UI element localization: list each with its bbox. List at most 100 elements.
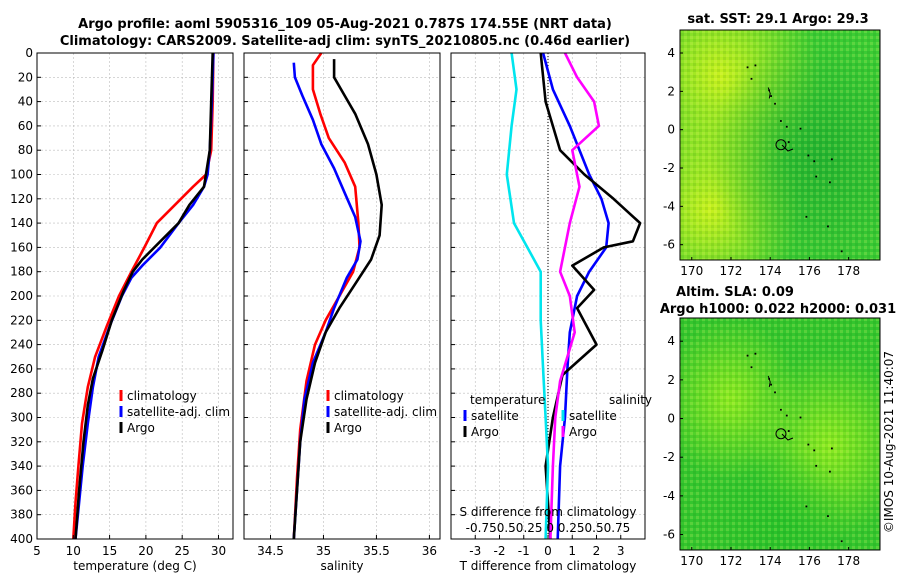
salinity-legend-label: satellite-adj. clim bbox=[334, 405, 437, 419]
temperature-xtick-label: 5 bbox=[33, 544, 41, 558]
map-xtick-label: 170 bbox=[680, 264, 703, 278]
difference-xtick-label: -3 bbox=[469, 544, 481, 558]
map-ytick-label: -2 bbox=[663, 161, 675, 175]
depth-tick-label: 240 bbox=[10, 338, 33, 352]
island-marker bbox=[787, 141, 790, 143]
island-marker bbox=[799, 416, 802, 419]
argo-location-marker bbox=[775, 139, 787, 151]
island-marker bbox=[746, 66, 749, 69]
depth-tick-label: 120 bbox=[10, 192, 33, 206]
map-xtick-label: 178 bbox=[837, 264, 860, 278]
map-frame bbox=[679, 29, 881, 261]
temperature-series-argo bbox=[74, 52, 214, 540]
salinity-legend-label: Argo bbox=[334, 421, 362, 435]
difference-xtick-label: 3 bbox=[617, 544, 625, 558]
island-marker bbox=[746, 354, 749, 357]
map-xtick-label: 172 bbox=[720, 264, 743, 278]
depth-tick-label: 40 bbox=[18, 95, 33, 109]
depth-tick-label: 200 bbox=[10, 289, 33, 303]
depth-tick-label: 320 bbox=[10, 435, 33, 449]
island-marker bbox=[805, 505, 808, 508]
map-xtick-label: 174 bbox=[759, 554, 782, 568]
depth-tick-label: 20 bbox=[18, 70, 33, 84]
map-ytick-label: -4 bbox=[663, 199, 675, 213]
map-xtick-label: 176 bbox=[798, 554, 821, 568]
difference-xtick-label: 0 bbox=[544, 544, 552, 558]
island-marker bbox=[799, 127, 802, 130]
map-ytick-label: 0 bbox=[667, 412, 675, 426]
map-frame bbox=[679, 317, 881, 551]
depth-tick-label: 100 bbox=[10, 168, 33, 182]
map-xtick-label: 170 bbox=[680, 554, 703, 568]
island-marker bbox=[807, 154, 810, 157]
depth-tick-label: 280 bbox=[10, 386, 33, 400]
island-marker bbox=[770, 383, 772, 386]
island-chain bbox=[767, 87, 771, 99]
depth-tick-label: 60 bbox=[18, 119, 33, 133]
island-marker bbox=[785, 414, 788, 417]
difference-xtick-label: 1 bbox=[568, 544, 576, 558]
map-xtick-label: 172 bbox=[720, 554, 743, 568]
island-marker bbox=[827, 225, 829, 228]
map-ytick-label: 4 bbox=[667, 334, 675, 348]
island-marker bbox=[785, 125, 788, 128]
temperature-series-satellite-adj-clim bbox=[74, 52, 215, 540]
island-marker bbox=[840, 540, 843, 543]
map-ytick-label: 4 bbox=[667, 46, 675, 60]
temperature-legend-label: satellite-adj. clim bbox=[127, 405, 230, 419]
depth-tick-label: 260 bbox=[10, 362, 33, 376]
salinity-series-satellite-adj-clim bbox=[292, 62, 362, 540]
difference-xtick-label: -2 bbox=[494, 544, 506, 558]
island-marker bbox=[829, 181, 831, 184]
difference-legend-label: Argo bbox=[471, 425, 499, 439]
map-ytick-label: 2 bbox=[667, 373, 675, 387]
temperature-xtick-label: 10 bbox=[66, 544, 81, 558]
temperature-xtick-label: 25 bbox=[175, 544, 190, 558]
island-marker bbox=[787, 430, 790, 432]
depth-tick-label: 140 bbox=[10, 216, 33, 230]
island-marker bbox=[830, 158, 833, 161]
depth-tick-label: 340 bbox=[10, 459, 33, 473]
salinity-xlabel: salinity bbox=[320, 559, 363, 573]
sla-map: 170 172 174 176 178 4 2 0 -2 -4 -6 bbox=[663, 317, 881, 568]
s-difference-label: S difference from climatology bbox=[460, 505, 637, 519]
island-marker bbox=[815, 464, 818, 467]
island-marker bbox=[830, 447, 833, 450]
map-ytick-label: -4 bbox=[663, 489, 675, 503]
sst-map-title: sat. SST: 29.1 Argo: 29.3 bbox=[687, 12, 868, 27]
temperature-xtick-label: 30 bbox=[211, 544, 226, 558]
salinity-xtick-label: 35 bbox=[316, 544, 331, 558]
depth-tick-label: 380 bbox=[10, 508, 33, 522]
difference-series-s-satellite bbox=[505, 52, 550, 540]
map-xtick-label: 174 bbox=[759, 264, 782, 278]
island-chain bbox=[767, 375, 771, 388]
island-marker bbox=[815, 175, 818, 178]
figure-title-line1: Argo profile: aoml 5905316_109 05-Aug-20… bbox=[78, 17, 612, 32]
map-ytick-label: -2 bbox=[663, 450, 675, 464]
island-chain bbox=[781, 144, 794, 152]
salinity-panel: 34.5 35 35.5 36 salinity climatology satellite… bbox=[243, 52, 441, 573]
map-xtick-label: 178 bbox=[837, 554, 860, 568]
difference-xtick-label: -1 bbox=[518, 544, 530, 558]
legend-title-salinity: salinity bbox=[609, 393, 652, 407]
depth-tick-label: 220 bbox=[10, 313, 33, 327]
figure-title-line2: Climatology: CARS2009. Satellite-adj cli… bbox=[60, 34, 630, 49]
s-difference-ticks: -0.750.50.25 0 0.250.50.75 bbox=[466, 521, 631, 535]
map-ytick-label: 2 bbox=[667, 84, 675, 98]
island-marker bbox=[750, 77, 753, 80]
difference-panel: -3 -2 -1 0 1 2 3T difference from climatology t… bbox=[450, 52, 652, 573]
depth-tick-label: 360 bbox=[10, 483, 33, 497]
temperature-legend-label: Argo bbox=[127, 421, 155, 435]
sla-map-title: Altim. SLA: 0.09 bbox=[676, 285, 794, 300]
sst-map: 170 172 174 176 178 4 2 0 -2 -4 -6 bbox=[663, 29, 881, 278]
depth-tick-label: 180 bbox=[10, 265, 33, 279]
map-ytick-label: -6 bbox=[663, 528, 675, 542]
depth-tick-label: 400 bbox=[10, 532, 33, 546]
difference-legend-label: satellite bbox=[471, 409, 519, 423]
depth-tick-label: 300 bbox=[10, 411, 33, 425]
island-marker bbox=[829, 470, 831, 473]
island-marker bbox=[754, 352, 757, 355]
depth-tick-label: 80 bbox=[18, 143, 33, 157]
salinity-xtick-label: 34.5 bbox=[257, 544, 284, 558]
